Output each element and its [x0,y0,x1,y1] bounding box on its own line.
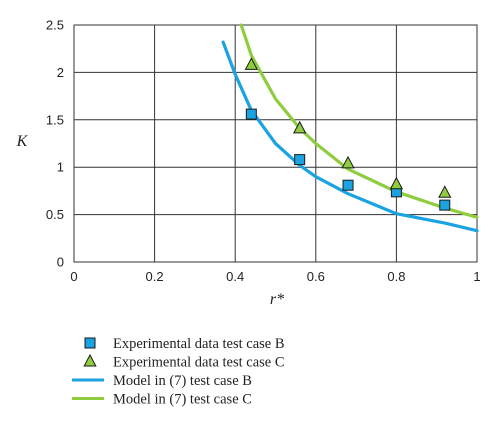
series-lines [221,23,479,233]
y-tick-label: 1 [57,160,64,175]
x-tick-label: 0.4 [226,269,244,284]
y-tick-label: 1.5 [46,112,64,127]
triangle-data-point [293,120,307,134]
y-axis-title: K [16,133,29,150]
x-tick-label: 0.8 [387,269,405,284]
x-axis-title: r* [270,291,284,308]
legend-label: Experimental data test case C [113,355,285,371]
y-tick-label: 2.5 [46,18,64,33]
tick-labels: 0 0.2 0.4 0.6 0.8 1 0 0.5 1 1.5 2 2.5 [46,18,481,285]
legend: Experimental data test case B Experimenta… [72,336,285,408]
triangle-data-point [244,57,258,70]
legend-label: Model in (7) test case C [113,392,252,408]
grid [73,24,478,263]
square-data-point [439,199,451,211]
square-data-point [245,108,257,120]
triangle-data-point [438,185,452,198]
x-tick-label: 0.2 [146,269,164,284]
y-tick-label: 2 [57,65,64,80]
legend-triangle-symbol [83,353,97,367]
square-data-point [294,154,306,166]
x-tick-label: 0.6 [307,269,325,284]
legend-square-symbol [84,337,96,349]
y-tick-label: 0 [57,255,64,270]
plot-frame [73,24,478,263]
series-markers [244,57,452,211]
legend-label: Experimental data test case B [113,336,285,352]
model-curve [221,40,479,233]
square-data-point [342,179,354,191]
y-tick-label: 0.5 [46,207,64,222]
model-curve [239,23,479,219]
triangle-data-point [389,176,404,190]
x-tick-label: 0 [70,269,77,284]
legend-label: Model in (7) test case B [113,373,252,389]
x-tick-label: 1 [473,269,480,284]
triangle-data-point [341,155,355,169]
